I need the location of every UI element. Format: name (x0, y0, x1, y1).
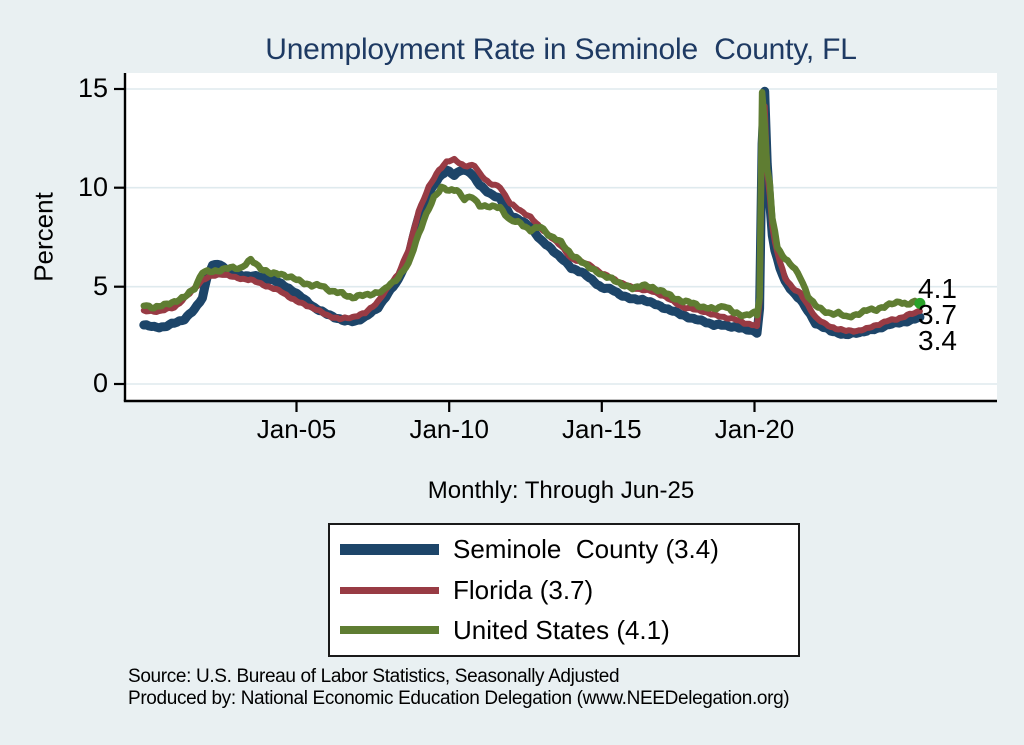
legend-item-us: United States (4.1) (340, 615, 798, 646)
y-tick-label-15: 15 (77, 72, 108, 103)
x-tick-label-jan20: Jan-20 (714, 414, 795, 444)
y-tick-label-0: 0 (92, 367, 108, 398)
source-note: Source: U.S. Bureau of Labor Statistics,… (128, 666, 790, 710)
x-axis-ticks (295, 401, 756, 412)
end-value-label-seminole: 3.4 (918, 325, 957, 356)
y-tick-label-10: 10 (77, 171, 108, 202)
legend-label-seminole: Seminole County (3.4) (453, 534, 719, 565)
source-line-2: Produced by: National Economic Education… (128, 688, 790, 709)
line-united (140, 89, 924, 321)
legend-item-florida: Florida (3.7) (340, 575, 798, 606)
legend-label-us: United States (4.1) (453, 614, 670, 645)
x-tick-label-jan15: Jan-15 (562, 414, 642, 444)
x-tick-label-jan10: Jan-10 (409, 414, 489, 444)
y-axis-title: Percent (28, 192, 59, 282)
y-axis-ticks (114, 87, 125, 386)
end-value-label-us: 4.1 (918, 273, 957, 304)
source-line-1: Source: U.S. Bureau of Labor Statistics,… (128, 666, 620, 687)
end-value-label-florida: 3.7 (918, 299, 957, 330)
legend: Seminole County (3.4) Florida (3.7) Unit… (328, 523, 800, 657)
line-florida (140, 103, 923, 335)
legend-swatch-seminole (340, 544, 439, 556)
data-series-lines (139, 86, 926, 340)
y-tick-label-5: 5 (92, 270, 108, 301)
chart-subtitle: Monthly: Through Jun-25 (427, 477, 695, 504)
axes (123, 73, 997, 403)
page-title: Unemployment Rate in Seminole County, FL (265, 33, 857, 66)
legend-item-seminole: Seminole County (3.4) (340, 534, 798, 565)
last-point-dot (914, 297, 926, 309)
legend-swatch-florida (340, 586, 439, 594)
legend-label-florida: Florida (3.7) (453, 574, 594, 605)
legend-swatch-us (340, 626, 439, 635)
plot-area-background (125, 73, 997, 401)
x-tick-label-jan05: Jan-05 (256, 414, 337, 444)
